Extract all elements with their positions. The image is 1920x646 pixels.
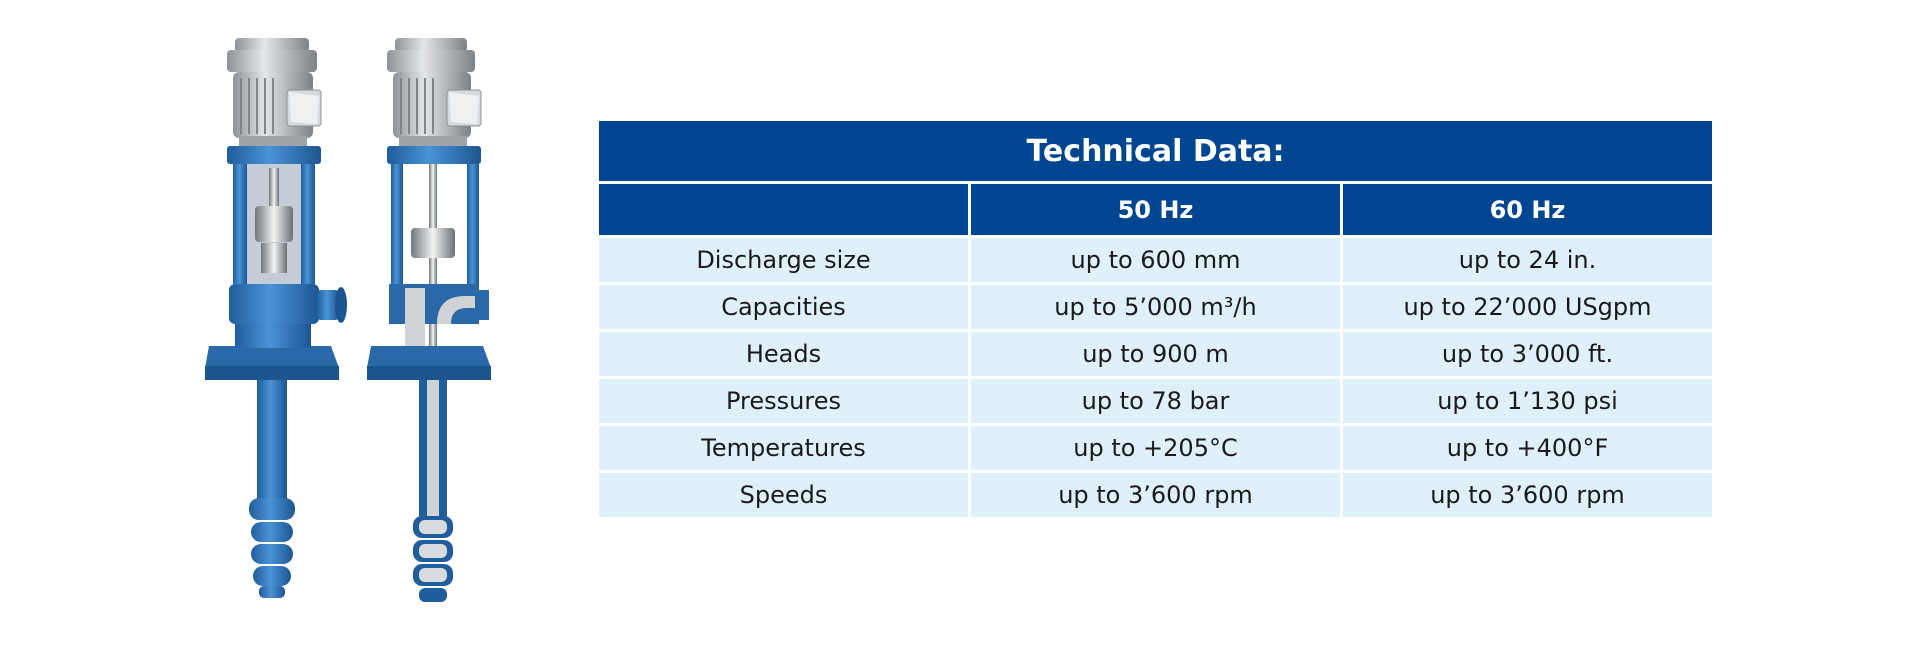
header-parameter — [596, 181, 971, 238]
table-title-row: Technical Data: — [596, 118, 1715, 184]
row-value-60hz: up to 22’000 USgpm — [1340, 282, 1715, 332]
row-value-50hz: up to 900 m — [968, 329, 1343, 379]
table-title: Technical Data: — [596, 118, 1715, 184]
table-header-row: 50 Hz 60 Hz — [596, 181, 1715, 238]
pump-product-image — [205, 38, 491, 602]
row-label: Speeds — [596, 470, 971, 520]
row-label: Pressures — [596, 376, 971, 426]
header-50hz: 50 Hz — [968, 181, 1343, 238]
table-row: Pressures up to 78 bar up to 1’130 psi — [596, 376, 1715, 426]
row-value-50hz: up to 5’000 m³/h — [968, 282, 1343, 332]
table-row: Speeds up to 3’600 rpm up to 3’600 rpm — [596, 470, 1715, 520]
row-label: Heads — [596, 329, 971, 379]
table-row: Capacities up to 5’000 m³/h up to 22’000… — [596, 282, 1715, 332]
row-label: Temperatures — [596, 423, 971, 473]
pump-left-illustration — [205, 38, 347, 598]
table-row: Discharge size up to 600 mm up to 24 in. — [596, 235, 1715, 285]
pump-right-cutaway-illustration — [367, 38, 491, 602]
row-value-50hz: up to 3’600 rpm — [968, 470, 1343, 520]
row-label: Capacities — [596, 282, 971, 332]
row-value-50hz: up to 78 bar — [968, 376, 1343, 426]
row-value-60hz: up to 3’000 ft. — [1340, 329, 1715, 379]
header-60hz: 60 Hz — [1340, 181, 1715, 238]
row-value-50hz: up to 600 mm — [968, 235, 1343, 285]
row-value-50hz: up to +205°C — [968, 423, 1343, 473]
technical-data-panel: Technical Data: 50 Hz 60 Hz Discharge si… — [596, 118, 1715, 520]
technical-data-table: Technical Data: 50 Hz 60 Hz Discharge si… — [596, 118, 1715, 520]
row-value-60hz: up to 3’600 rpm — [1340, 470, 1715, 520]
row-label: Discharge size — [596, 235, 971, 285]
row-value-60hz: up to +400°F — [1340, 423, 1715, 473]
table-row: Heads up to 900 m up to 3’000 ft. — [596, 329, 1715, 379]
row-value-60hz: up to 1’130 psi — [1340, 376, 1715, 426]
table-row: Temperatures up to +205°C up to +400°F — [596, 423, 1715, 473]
row-value-60hz: up to 24 in. — [1340, 235, 1715, 285]
